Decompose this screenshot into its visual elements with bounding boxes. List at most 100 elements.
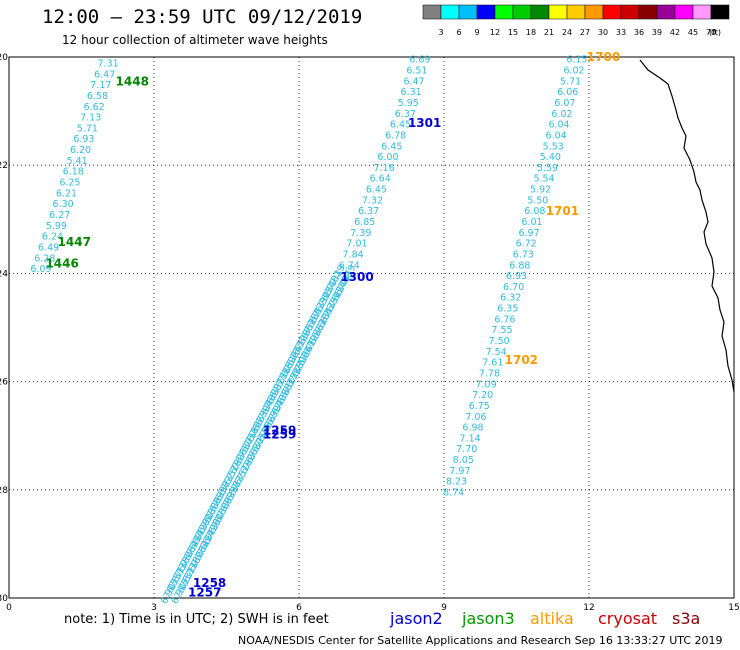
swh-value: 8.74 [443, 488, 464, 499]
swh-value: 6.30 [53, 199, 74, 210]
time-stamp: 1446 [45, 257, 78, 271]
swh-value: 6.08 [524, 206, 545, 217]
color-legend: 3 6 9 12 15 18 21 24 27 30 33 36 39 42 45 70(ft) [422, 4, 730, 37]
swh-value: 7.17 [90, 80, 111, 91]
swh-value: 6.85 [354, 217, 375, 228]
y-tick-label: 24 [0, 269, 8, 279]
x-tick-label: 0 [6, 603, 12, 612]
map-frame [8, 56, 735, 599]
swh-value: 5.99 [46, 221, 67, 232]
y-tick-label: 22 [0, 161, 8, 171]
swh-value: 5.54 [533, 174, 554, 185]
swh-value: 8.23 [446, 477, 467, 488]
swh-value: 6.98 [462, 423, 483, 434]
swh-value: 6.37 [358, 206, 379, 217]
swh-value: 5.53 [543, 141, 564, 152]
time-stamp: 1447 [58, 235, 91, 249]
legend-label: 21 [544, 28, 554, 37]
legend-label: 33 [616, 28, 626, 37]
footer-credit: NOAA/NESDIS Center for Satellite Applica… [238, 634, 723, 647]
legend-label: 42 [670, 28, 680, 37]
swh-value: 6.45 [381, 141, 402, 152]
time-stamp: 1258 [193, 576, 226, 590]
swh-value: 6.69 [409, 55, 430, 66]
satellite-jason3: jason3 [462, 609, 515, 628]
swh-value: 6.04 [548, 120, 569, 131]
swh-value: 7.84 [343, 249, 364, 260]
swh-value: 7.06 [465, 412, 486, 423]
swh-value: 7.61 [482, 358, 503, 369]
satellite-jason2: jason2 [390, 609, 443, 628]
swh-value: 5.71 [560, 76, 581, 87]
swh-value: 6.70 [503, 282, 524, 293]
swh-value: 7.01 [346, 239, 367, 250]
x-tick-label: 6 [296, 603, 302, 612]
legend-label: 18 [526, 28, 536, 37]
satellite-altika: altika [530, 609, 574, 628]
swh-value: 7.39 [350, 228, 371, 239]
wave-height-map: 036912152022242628307.316.477.176.586.62… [0, 50, 740, 612]
swh-value: 6.25 [59, 178, 80, 189]
swh-value: 6.31 [401, 87, 422, 98]
legend-label: 12 [490, 28, 500, 37]
swh-value: 6.47 [403, 76, 424, 87]
swh-value: 6.32 [500, 293, 521, 304]
swh-value: 6.37 [395, 109, 416, 120]
swh-value: 6.21 [56, 188, 77, 199]
swh-value: 6.64 [370, 174, 391, 185]
legend-label: 39 [652, 28, 662, 37]
time-stamp: 1300 [340, 270, 373, 284]
swh-value: 6.20 [70, 145, 91, 156]
swh-value: 6.78 [385, 130, 406, 141]
x-tick-label: 12 [583, 603, 594, 612]
legend-swatch [710, 4, 730, 20]
swh-value: 6.93 [506, 271, 527, 282]
legend-label: 27 [580, 28, 590, 37]
swh-value: 7.34 [335, 271, 356, 282]
time-stamp: 1700 [587, 50, 620, 64]
swh-value: 5.71 [77, 123, 98, 134]
swh-value: 6.02 [551, 109, 572, 120]
swh-value: 7.13 [80, 113, 101, 124]
page-subtitle: 12 hour collection of altimeter wave hei… [62, 33, 328, 47]
y-tick-label: 30 [0, 594, 8, 604]
x-tick-label: 9 [441, 603, 447, 612]
swh-value: 6.28 [34, 253, 55, 264]
time-stamp: 1701 [546, 204, 579, 218]
swh-value: 7.20 [472, 390, 493, 401]
swh-value: 6.06 [557, 87, 578, 98]
swh-value: 6.15 [566, 55, 587, 66]
swh-value: 5.95 [398, 98, 419, 109]
swh-value: 7.14 [460, 433, 481, 444]
y-tick-label: 28 [0, 486, 8, 496]
swh-value: 6.18 [63, 167, 84, 178]
time-stamp: 1702 [505, 353, 538, 367]
swh-value: 6.76 [494, 314, 515, 325]
swh-value: 7.50 [489, 336, 510, 347]
swh-value: 6.00 [377, 152, 398, 163]
coastline [639, 59, 735, 393]
swh-value: 6.93 [73, 134, 94, 145]
swh-value: 6.09 [30, 264, 51, 275]
swh-value: 6.74 [339, 260, 360, 271]
time-stamp: 1259 [263, 423, 296, 437]
swh-value: 6.58 [87, 91, 108, 102]
swh-value: 6.51 [406, 66, 427, 77]
legend-label: 30 [598, 28, 608, 37]
swh-value: 7.70 [456, 444, 477, 455]
swh-value: 5.92 [530, 185, 551, 196]
page-title: 12:00 – 23:59 UTC 09/12/2019 [42, 6, 363, 28]
legend-label: 6 [456, 28, 461, 37]
legend-label: 15 [508, 28, 518, 37]
legend-label: 9 [474, 28, 479, 37]
swh-value: 6.07 [554, 98, 575, 109]
legend-label: 3 [438, 28, 443, 37]
x-tick-label: 15 [728, 603, 739, 612]
swh-value: 6.27 [49, 210, 70, 221]
swh-value: 6.24 [42, 232, 63, 243]
satellite-s3a: s3a [672, 609, 701, 628]
swh-value: 6.73 [513, 249, 534, 260]
swh-value: 7.16 [373, 163, 394, 174]
swh-value: 7.09 [475, 379, 496, 390]
